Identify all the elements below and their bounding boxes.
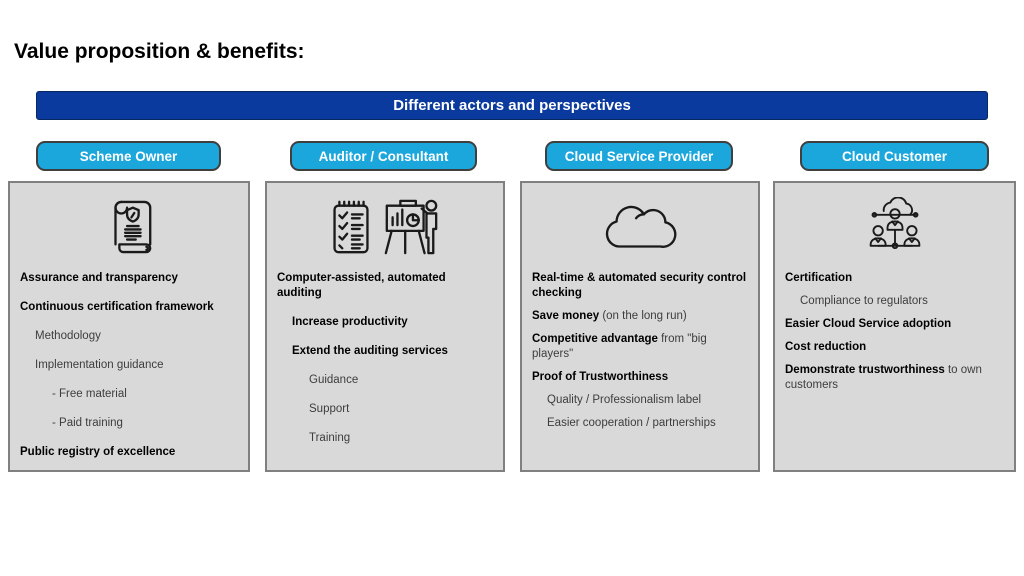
benefit-line: Continuous certification framework	[20, 301, 214, 313]
benefit-line: Computer-assisted, automated auditing	[277, 272, 446, 299]
benefit-line: Demonstrate trustworthiness to own custo…	[785, 364, 982, 391]
benefit-line: Implementation guidance	[35, 359, 164, 371]
actor-pill-label: Auditor / Consultant	[318, 148, 449, 164]
benefit-line: Quality / Professionalism label	[547, 394, 702, 406]
benefit-line: Compliance to regulators	[800, 295, 928, 307]
benefits-box-scheme-owner: Assurance and transparency Continuous cer…	[8, 181, 250, 472]
benefit-line: Easier Cloud Service adoption	[785, 318, 952, 330]
cloud-icon	[522, 183, 758, 263]
certificate-scroll-icon	[10, 183, 248, 263]
benefit-line: Support	[309, 403, 350, 415]
benefit-line: Save money (on the long run)	[532, 310, 687, 322]
benefit-line: Proof of Trustworthiness	[532, 371, 669, 383]
benefit-line: Assurance and transparency	[20, 272, 178, 284]
actor-pill-label: Cloud Customer	[841, 148, 947, 164]
benefits-box-cloud-customer: Certification Compliance to regulators Eas…	[773, 181, 1016, 472]
benefit-line: Certification	[785, 272, 853, 284]
benefit-line: Training	[309, 432, 351, 444]
benefit-line: - Free material	[52, 388, 127, 400]
actor-pill-cloud-customer: Cloud Customer	[800, 141, 989, 171]
benefit-list: Computer-assisted, automated auditing Inc…	[267, 263, 503, 446]
benefit-line: Real-time & automated security control c…	[532, 272, 747, 299]
benefit-line: Easier cooperation / partnerships	[547, 417, 716, 429]
banner-label: Different actors and perspectives	[393, 97, 631, 114]
banner-different-actors: Different actors and perspectives	[36, 91, 988, 120]
benefit-list: Real-time & automated security control c…	[522, 263, 758, 431]
benefit-line: Methodology	[35, 330, 101, 342]
benefit-line: - Paid training	[52, 417, 123, 429]
checklist-and-presenter-icon	[267, 183, 503, 263]
benefit-line: Public registry of excellence	[20, 446, 176, 458]
benefits-box-cloud-service-provider: Real-time & automated security control c…	[520, 181, 760, 472]
benefits-box-auditor-consultant: Computer-assisted, automated auditing Inc…	[265, 181, 505, 472]
benefit-line: Increase productivity	[292, 316, 408, 328]
actor-pill-scheme-owner: Scheme Owner	[36, 141, 221, 171]
actor-pill-label: Cloud Service Provider	[564, 148, 714, 164]
page-title: Value proposition & benefits:	[14, 40, 305, 63]
benefit-list: Assurance and transparency Continuous cer…	[10, 263, 248, 460]
benefit-list: Certification Compliance to regulators Eas…	[775, 263, 1014, 393]
benefit-line: Cost reduction	[785, 341, 867, 353]
cloud-community-icon	[775, 183, 1014, 263]
benefit-line: Extend the auditing services	[292, 345, 448, 357]
benefit-line: Competitive advantage from "big players"	[532, 333, 707, 360]
actor-pill-label: Scheme Owner	[79, 148, 178, 164]
benefit-line: Guidance	[309, 374, 359, 386]
actor-pill-auditor-consultant: Auditor / Consultant	[290, 141, 477, 171]
actor-pill-cloud-service-provider: Cloud Service Provider	[545, 141, 733, 171]
